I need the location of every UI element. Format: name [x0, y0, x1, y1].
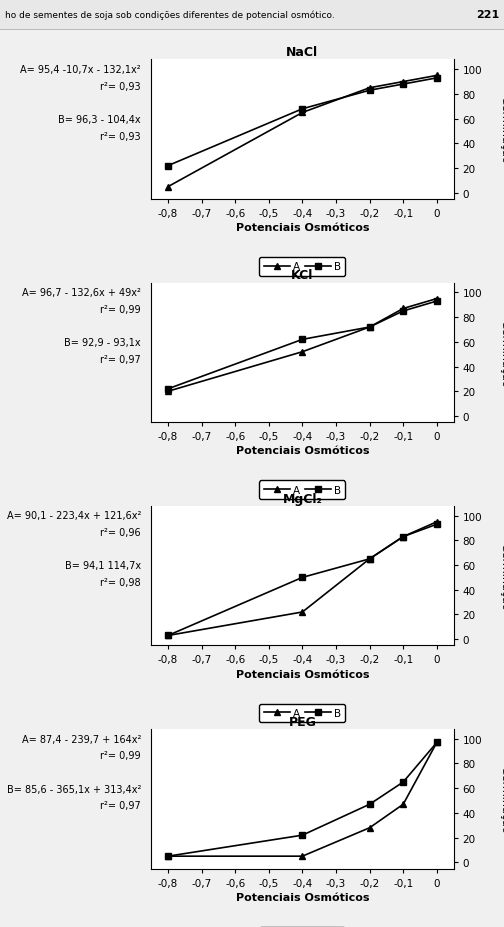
A	[299, 108, 305, 119]
A	[165, 630, 171, 641]
Text: ho de sementes de soja sob condições diferentes de potencial osmótico.: ho de sementes de soja sob condições dif…	[5, 10, 335, 20]
A	[434, 294, 440, 305]
Title: MgCl₂: MgCl₂	[282, 492, 323, 505]
Title: NaCl: NaCl	[286, 46, 319, 59]
A	[299, 347, 305, 358]
B	[400, 531, 406, 542]
Text: B= 96,3 - 104,4x: B= 96,3 - 104,4x	[58, 115, 141, 125]
Line: B: B	[164, 739, 440, 859]
A	[434, 70, 440, 82]
A	[400, 303, 406, 314]
B	[165, 161, 171, 172]
B	[299, 335, 305, 346]
Title: PEG: PEG	[288, 715, 317, 728]
B	[366, 85, 372, 96]
A	[299, 851, 305, 862]
B	[434, 296, 440, 307]
Line: A: A	[164, 739, 440, 859]
Y-axis label: Germinação: Germinação	[499, 319, 504, 387]
B	[434, 73, 440, 84]
Line: B: B	[164, 298, 440, 393]
Legend: A, B: A, B	[260, 258, 345, 276]
A	[165, 387, 171, 398]
Y-axis label: Germinação: Germinação	[499, 96, 504, 164]
Legend: A, B: A, B	[260, 481, 345, 500]
Y-axis label: Germinação: Germinação	[499, 542, 504, 610]
Text: A= 90,1 - 223,4x + 121,6x²: A= 90,1 - 223,4x + 121,6x²	[7, 511, 141, 521]
B	[366, 799, 372, 810]
Line: A: A	[164, 519, 440, 640]
X-axis label: Potenciais Osmóticos: Potenciais Osmóticos	[236, 446, 369, 456]
Text: B= 85,6 - 365,1x + 313,4x²: B= 85,6 - 365,1x + 313,4x²	[7, 784, 141, 794]
Text: A= 95,4 -10,7x - 132,1x²: A= 95,4 -10,7x - 132,1x²	[21, 65, 141, 75]
Text: r²= 0,98: r²= 0,98	[100, 578, 141, 588]
A	[299, 607, 305, 618]
X-axis label: Potenciais Osmóticos: Potenciais Osmóticos	[236, 668, 369, 679]
B	[400, 80, 406, 91]
Line: B: B	[164, 75, 440, 170]
A	[434, 737, 440, 748]
B	[400, 777, 406, 788]
Text: B= 92,9 - 93,1x: B= 92,9 - 93,1x	[65, 337, 141, 348]
Y-axis label: Germinação: Germinação	[499, 765, 504, 832]
A	[366, 553, 372, 565]
B	[400, 306, 406, 317]
B	[299, 572, 305, 583]
A	[366, 322, 372, 333]
X-axis label: Potenciais Osmóticos: Potenciais Osmóticos	[236, 892, 369, 902]
Line: A: A	[164, 296, 440, 395]
Title: KCl: KCl	[291, 269, 313, 282]
Text: r²= 0,93: r²= 0,93	[100, 132, 141, 142]
B	[434, 737, 440, 748]
Text: r²= 0,99: r²= 0,99	[100, 305, 141, 314]
Text: A= 87,4 - 239,7 + 164x²: A= 87,4 - 239,7 + 164x²	[22, 734, 141, 743]
A	[400, 77, 406, 88]
Text: 221: 221	[476, 10, 499, 20]
B	[366, 553, 372, 565]
A	[366, 83, 372, 95]
B	[165, 630, 171, 641]
A	[400, 799, 406, 810]
Line: A: A	[164, 73, 440, 191]
A	[165, 182, 171, 193]
Text: r²= 0,99: r²= 0,99	[100, 751, 141, 760]
B	[366, 322, 372, 333]
A	[400, 531, 406, 542]
B	[299, 830, 305, 841]
Line: B: B	[164, 521, 440, 640]
Text: r²= 0,96: r²= 0,96	[100, 527, 141, 538]
Text: A= 96,7 - 132,6x + 49x²: A= 96,7 - 132,6x + 49x²	[22, 288, 141, 298]
Text: B= 94,1 114,7x: B= 94,1 114,7x	[65, 561, 141, 571]
A	[165, 851, 171, 862]
B	[165, 851, 171, 862]
B	[434, 519, 440, 530]
Text: r²= 0,93: r²= 0,93	[100, 82, 141, 92]
X-axis label: Potenciais Osmóticos: Potenciais Osmóticos	[236, 222, 369, 233]
Text: r²= 0,97: r²= 0,97	[100, 355, 141, 364]
A	[366, 822, 372, 833]
A	[434, 516, 440, 527]
B	[165, 384, 171, 395]
Text: r²= 0,97: r²= 0,97	[100, 801, 141, 810]
B	[299, 104, 305, 115]
Legend: A, B: A, B	[260, 704, 345, 722]
